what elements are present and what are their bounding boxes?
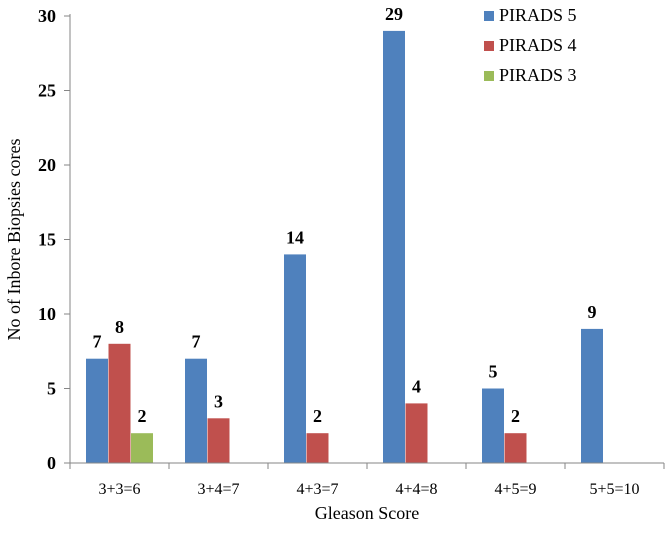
bar: [504, 433, 527, 463]
bars: [86, 30, 603, 464]
bar: [306, 433, 329, 463]
x-tick-label: 3+4=7: [197, 481, 239, 498]
bar: [108, 343, 131, 463]
x-tick-label: 5+5=10: [589, 481, 639, 498]
bar: [284, 254, 306, 463]
data-label: 8: [115, 317, 124, 337]
y-tick-label: 5: [47, 379, 56, 399]
legend-swatch: [484, 41, 494, 51]
bar: [383, 30, 405, 464]
x-tick-label: 4+5=9: [494, 481, 536, 498]
bar: [482, 388, 504, 463]
bar: [207, 418, 230, 463]
legend-swatch: [484, 11, 494, 21]
data-label: 9: [588, 302, 597, 322]
data-label: 7: [93, 332, 102, 352]
y-tick-label: 10: [38, 304, 56, 324]
legend-swatch: [484, 71, 494, 81]
x-tick-label: 4+4=8: [395, 481, 437, 498]
y-tick-label: 15: [38, 230, 56, 250]
data-label: 29: [385, 4, 403, 24]
bar: [131, 433, 153, 463]
x-tick-label: 4+3=7: [296, 481, 338, 498]
data-label: 3: [214, 391, 223, 411]
legend-label: PIRADS 3: [499, 65, 577, 85]
y-tick-label: 0: [47, 453, 56, 473]
bar: [185, 358, 207, 463]
y-tick-label: 20: [38, 155, 56, 175]
y-tick-label: 30: [38, 6, 56, 26]
x-axis-title: Gleason Score: [315, 503, 419, 523]
data-label: 2: [511, 406, 520, 426]
y-axis-title: No of Inbore Biopsies cores: [4, 139, 24, 341]
data-label: 14: [286, 227, 304, 247]
bar: [86, 358, 108, 463]
bar: [581, 328, 603, 463]
x-axis-ticks: 3+3=6 3+4=7 4+3=7 4+4=8 4+5=9 5+5=10: [69, 463, 665, 498]
legend-label: PIRADS 5: [499, 5, 577, 25]
legend: PIRADS 5 PIRADS 4 PIRADS 3: [484, 5, 577, 85]
bar: [405, 403, 428, 463]
data-label: 2: [313, 406, 322, 426]
data-label: 5: [489, 362, 498, 382]
y-tick-label: 25: [38, 81, 56, 101]
legend-label: PIRADS 4: [499, 35, 577, 55]
y-axis-ticks: 0 5 10 15 20 25 30: [38, 6, 70, 473]
data-label: 4: [412, 376, 421, 396]
x-tick-label: 3+3=6: [98, 481, 140, 498]
data-label: 7: [192, 332, 201, 352]
data-label: 2: [138, 406, 147, 426]
